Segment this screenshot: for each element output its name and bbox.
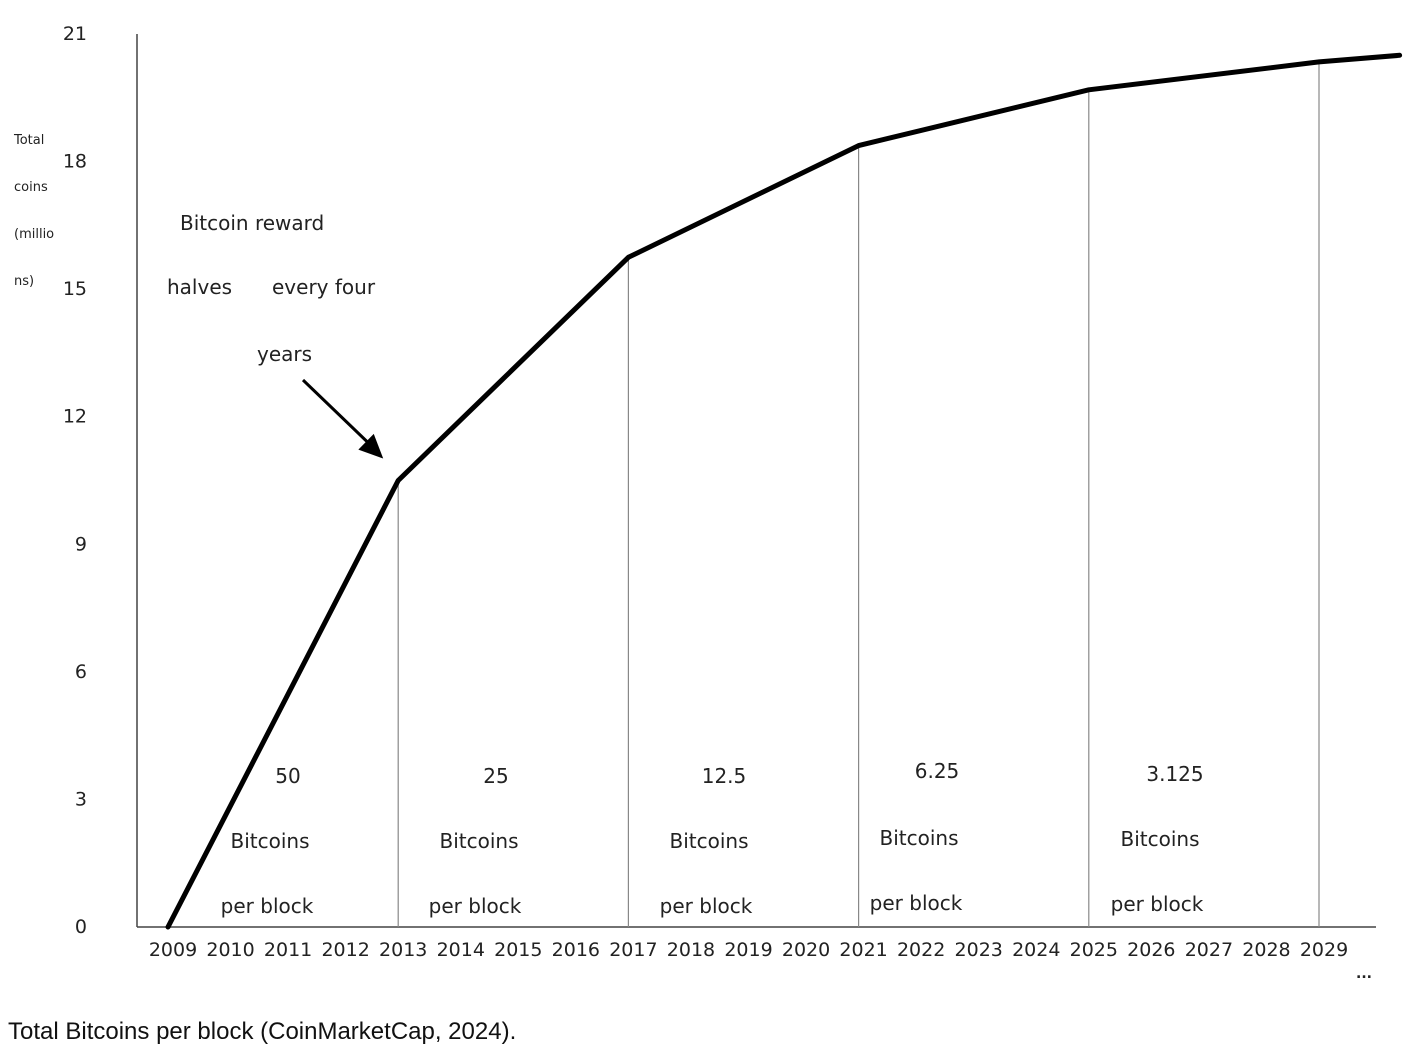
- x-tick-label: 2014: [437, 939, 485, 961]
- x-tick-label: 2028: [1242, 939, 1290, 961]
- halving-annotation: Bitcoin reward halves every four years: [167, 211, 384, 459]
- x-tick-labels: 2009 2010 2011 2012 2013 2014 2015 2016 2017 2018…: [149, 939, 1372, 982]
- x-tick-label: 2009: [149, 939, 197, 961]
- x-tick-label: 2018: [667, 939, 715, 961]
- y-axis-label-line: coins: [14, 180, 48, 195]
- annotation-line: years: [257, 342, 312, 366]
- x-tick-label: 2027: [1185, 939, 1233, 961]
- series-line-0: [165, 52, 1403, 930]
- y-axis-label-line: ns): [14, 274, 34, 289]
- x-tick-label: 2011: [264, 939, 312, 961]
- reward-amount: 25: [483, 764, 508, 788]
- x-tick-label: 2022: [897, 939, 945, 961]
- x-tick-label: 2019: [724, 939, 772, 961]
- x-tick-label: 2010: [206, 939, 254, 961]
- reward-labels: 50 Bitcoins per block 25 Bitcoins per block 12…: [221, 759, 1204, 918]
- x-axis-continuation: ...: [1356, 966, 1372, 982]
- reward-amount: 3.125: [1146, 762, 1203, 786]
- annotation-line: Bitcoin reward: [180, 211, 324, 235]
- y-axis-label-line: (millio: [14, 227, 54, 242]
- y-axis-label: Total coins (millio ns): [13, 133, 54, 289]
- halving-lines: [397, 61, 1320, 927]
- reward-amount: 12.5: [702, 764, 747, 788]
- annotation-line: every four: [272, 275, 376, 299]
- x-tick-label: 2023: [955, 939, 1003, 961]
- y-axis-label-line: Total: [13, 133, 44, 148]
- reward-amount: 50: [275, 764, 300, 788]
- reward-suffix: per block: [1111, 892, 1204, 916]
- reward-unit: Bitcoins: [669, 829, 748, 853]
- reward-suffix: per block: [660, 894, 753, 918]
- y-tick-labels: 0 3 6 9 12 15 18 21: [63, 23, 87, 938]
- x-tick-label: 2029: [1300, 939, 1348, 961]
- x-tick-label: 2015: [494, 939, 542, 961]
- x-tick-label: 2025: [1070, 939, 1118, 961]
- reward-suffix: per block: [221, 894, 314, 918]
- annotation-line: halves: [167, 275, 232, 299]
- x-tick-label: 2016: [552, 939, 600, 961]
- reward-amount: 6.25: [915, 759, 960, 783]
- x-tick-label: 2020: [782, 939, 830, 961]
- y-tick-label: 12: [63, 406, 87, 428]
- y-tick-label: 21: [63, 23, 87, 45]
- y-tick-label: 3: [75, 788, 87, 810]
- reward-unit: Bitcoins: [230, 829, 309, 853]
- reward-unit: Bitcoins: [439, 829, 518, 853]
- series-layer: [165, 52, 1403, 930]
- reward-unit: Bitcoins: [879, 826, 958, 850]
- x-tick-label: 2012: [321, 939, 369, 961]
- x-tick-label: 2017: [609, 939, 657, 961]
- y-tick-label: 6: [75, 661, 87, 683]
- x-tick-label: 2026: [1127, 939, 1175, 961]
- y-tick-label: 15: [63, 278, 87, 300]
- x-tick-label: 2024: [1012, 939, 1060, 961]
- reward-suffix: per block: [870, 891, 963, 915]
- chart: 0 3 6 9 12 15 18 21 2009 2010 2011 2012 2013 2014 201…: [13, 23, 1403, 982]
- x-tick-label: 2021: [839, 939, 887, 961]
- figure-caption: Total Bitcoins per block (CoinMarketCap,…: [8, 1018, 517, 1045]
- y-tick-label: 9: [75, 533, 87, 555]
- reward-suffix: per block: [429, 894, 522, 918]
- reward-unit: Bitcoins: [1120, 827, 1199, 851]
- y-tick-label: 0: [75, 916, 87, 938]
- y-tick-label: 18: [63, 151, 87, 173]
- x-tick-label: 2013: [379, 939, 427, 961]
- annotation-arrow-head: [358, 433, 384, 459]
- annotation-arrow-shaft: [301, 378, 376, 450]
